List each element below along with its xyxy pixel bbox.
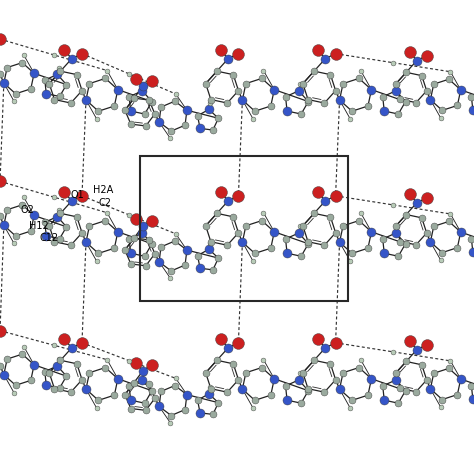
- Text: C2: C2: [98, 198, 111, 208]
- Text: C12: C12: [39, 233, 58, 244]
- Text: O2: O2: [21, 204, 35, 215]
- Text: H2A: H2A: [93, 184, 113, 195]
- Text: O1: O1: [70, 190, 84, 201]
- Text: H12: H12: [29, 221, 49, 231]
- Bar: [140, 156, 348, 301]
